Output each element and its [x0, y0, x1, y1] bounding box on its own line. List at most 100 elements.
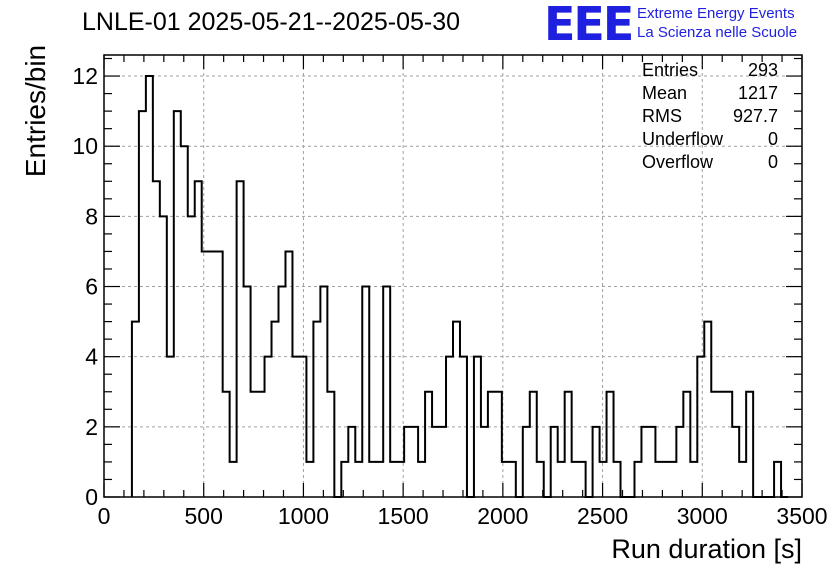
histogram-bin [244, 287, 251, 497]
histogram-bin [251, 392, 258, 497]
histogram-bin [634, 462, 641, 497]
histogram-bin [390, 462, 397, 497]
histogram-bin [648, 427, 655, 497]
stats-box: Entries 293 Mean 1217 RMS 927.7 Underflo… [642, 60, 778, 175]
stat-label: Entries [642, 60, 699, 80]
histogram-bin [174, 111, 181, 497]
chart-title: LNLE-01 2025-05-21--2025-05-30 [82, 8, 461, 36]
y-tick-label: 12 [72, 63, 98, 89]
histogram-bin [181, 146, 188, 497]
histogram-bin [223, 392, 230, 497]
histogram-bin [558, 462, 565, 497]
histogram-bin [481, 427, 488, 497]
x-tick-label: 3500 [776, 503, 827, 529]
histogram-bin [572, 462, 579, 497]
y-axis-label: Entries/bin [20, 44, 51, 178]
logo-line-1: Extreme Energy Events [637, 5, 795, 22]
histogram-bin [509, 462, 516, 497]
y-tick-label: 6 [85, 274, 98, 300]
histogram-bin [376, 462, 383, 497]
eee-logo-mark: EEE [544, 0, 634, 51]
histogram-bin [369, 462, 376, 497]
y-tick-label: 8 [85, 203, 98, 229]
histogram-bin [614, 462, 621, 497]
histogram-bin [411, 427, 418, 497]
x-tick-label: 1500 [378, 503, 429, 529]
histogram-bin [195, 181, 202, 497]
histogram-bin [216, 251, 223, 497]
histogram-bin [272, 322, 279, 497]
stat-mean: Mean 1217 [642, 83, 778, 106]
histogram-bin [746, 392, 753, 497]
x-axis-label: Run duration [s] [611, 534, 802, 564]
histogram-bin [418, 462, 425, 497]
histogram-bin [453, 322, 460, 497]
histogram-bin [669, 462, 676, 497]
x-tick-label: 0 [98, 503, 111, 529]
histogram-bin [774, 462, 781, 497]
histogram-outline [130, 75, 789, 498]
histogram-bin [139, 111, 146, 497]
axis-ticks [103, 55, 803, 498]
tick-labels: 0 500 1000 1500 2000 2500 3000 3500 0 2 4 6 8 10 12 [72, 63, 827, 529]
histogram-bin [279, 287, 286, 497]
histogram-bin [327, 392, 334, 497]
histogram-bin [676, 427, 683, 497]
histogram-bin [607, 392, 614, 497]
histogram-bin [258, 392, 265, 497]
histogram-bin [306, 462, 313, 497]
histogram-bin [662, 462, 669, 497]
stat-value: 293 [747, 60, 778, 80]
histogram-bin [711, 392, 718, 497]
histogram-bin [383, 287, 390, 497]
histogram-bin [439, 427, 446, 497]
histogram-bin [565, 392, 572, 497]
x-tick-label: 1000 [278, 503, 329, 529]
histogram-bin [341, 462, 348, 497]
eee-logo-text: Extreme Energy Events La Scienza nelle S… [637, 4, 797, 42]
stat-label: Mean [642, 83, 688, 103]
histogram-bin [313, 322, 320, 497]
histogram-bin [404, 427, 411, 497]
histogram-bin [153, 181, 160, 497]
histogram-bin [425, 392, 432, 497]
stat-label: RMS [642, 106, 682, 126]
histogram-bin [551, 427, 558, 497]
histogram-bin [320, 287, 327, 497]
histogram-bin [530, 392, 537, 497]
histogram-bin [132, 322, 139, 497]
y-tick-label: 4 [85, 344, 98, 370]
histogram-bin [285, 251, 292, 497]
histogram-bin [718, 392, 725, 497]
stat-value: 1217 [737, 83, 778, 103]
y-tick-label: 0 [85, 484, 98, 510]
histogram-bin [209, 251, 216, 497]
histogram-bin [523, 427, 530, 497]
histogram-bin [704, 322, 711, 497]
histogram-bin [355, 462, 362, 497]
histogram-bin [725, 392, 732, 497]
stat-entries: Entries 293 [642, 60, 778, 83]
stat-rms: RMS 927.7 [642, 106, 778, 129]
histogram-bin [432, 427, 439, 497]
histogram-bin [641, 427, 648, 497]
plot-frame [103, 54, 803, 498]
histogram-bin [690, 462, 697, 497]
stat-underflow: Underflow 0 [642, 129, 778, 152]
histogram-bin [237, 181, 244, 497]
stat-value: 0 [767, 152, 778, 172]
x-tick-label: 2000 [477, 503, 528, 529]
histogram-bin [683, 392, 690, 497]
stat-value: 0 [767, 129, 778, 149]
stat-value: 927.7 [732, 106, 778, 126]
histogram-bin [732, 427, 739, 497]
histogram-bin [593, 427, 600, 497]
histogram-bin [230, 462, 237, 497]
stat-label: Underflow [642, 129, 724, 149]
histogram-bin [655, 462, 662, 497]
logo-line-2: La Scienza nelle Scuole [637, 24, 798, 41]
histogram-bin [202, 251, 209, 497]
histogram-bin [488, 392, 495, 497]
x-tick-label: 3000 [677, 503, 728, 529]
